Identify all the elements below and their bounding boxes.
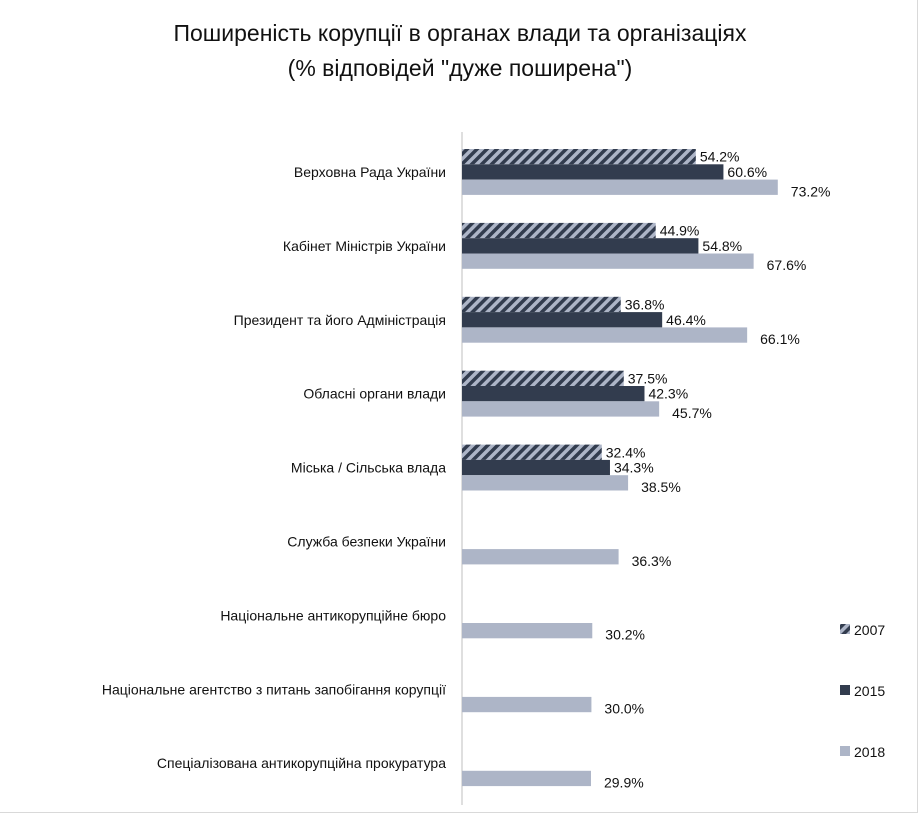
bar-2018 xyxy=(462,696,592,713)
data-label: 66.1% xyxy=(760,331,800,347)
data-label: 54.2% xyxy=(700,149,740,165)
data-label: 60.6% xyxy=(727,164,767,180)
bar-2007 xyxy=(462,444,602,460)
data-label: 32.4% xyxy=(606,444,646,460)
data-label: 42.3% xyxy=(648,386,688,402)
category-label: Служба безпеки України xyxy=(287,533,446,549)
data-label: 45.7% xyxy=(672,405,712,421)
data-label: 67.6% xyxy=(767,257,807,273)
bar-2007 xyxy=(462,296,621,313)
bar-2018 xyxy=(462,179,778,195)
bar-2007 xyxy=(462,370,624,386)
bar-2018 xyxy=(462,253,754,269)
chart-title: Поширеність корупції в органах влади та … xyxy=(173,20,747,46)
bar-2015 xyxy=(462,238,699,254)
bar-2018 xyxy=(462,475,629,491)
bar-2018 xyxy=(462,401,660,417)
bar-2018 xyxy=(462,623,593,639)
data-label: 54.8% xyxy=(702,238,742,254)
bar-2007 xyxy=(462,149,696,165)
bar-2015 xyxy=(462,459,610,476)
bar-2018 xyxy=(462,327,748,343)
data-label: 46.4% xyxy=(666,312,706,328)
bar-2018 xyxy=(462,549,619,565)
category-label: Національне антикорупційне бюро xyxy=(220,607,446,623)
data-label: 30.0% xyxy=(604,701,644,717)
category-label: Верховна Рада України xyxy=(294,164,446,180)
legend-label: 2018 xyxy=(854,744,885,760)
data-label: 73.2% xyxy=(791,183,831,199)
bar-2015 xyxy=(462,164,724,180)
category-label: Спеціалізована антикорупційна прокуратур… xyxy=(157,755,446,771)
bar-2018 xyxy=(462,770,591,787)
category-label: Обласні органи влади xyxy=(303,386,446,402)
legend-swatch-2018 xyxy=(840,746,850,756)
bar-2015 xyxy=(462,312,663,328)
category-label: Міська / Сільська влада xyxy=(291,460,446,476)
legend-label: 2015 xyxy=(854,683,885,699)
category-label: Національне агентство з питань запобіган… xyxy=(102,681,446,697)
legend-swatch-2015 xyxy=(840,685,850,695)
data-label: 36.8% xyxy=(625,296,665,312)
data-label: 36.3% xyxy=(632,553,672,569)
data-label: 34.3% xyxy=(614,460,654,476)
data-label: 38.5% xyxy=(641,479,681,495)
bar-2015 xyxy=(462,386,645,402)
data-label: 29.9% xyxy=(604,774,644,790)
data-label: 44.9% xyxy=(660,223,700,239)
category-label: Президент та його Адміністрація xyxy=(234,312,446,328)
legend-swatch-2007 xyxy=(840,624,850,634)
data-label: 37.5% xyxy=(628,370,668,386)
data-label: 30.2% xyxy=(605,627,645,643)
bar-2007 xyxy=(462,222,656,239)
legend-label: 2007 xyxy=(854,622,885,638)
chart-subtitle: (% відповідей "дуже поширена") xyxy=(287,55,633,81)
category-label: Кабінет Міністрів України xyxy=(283,238,446,254)
